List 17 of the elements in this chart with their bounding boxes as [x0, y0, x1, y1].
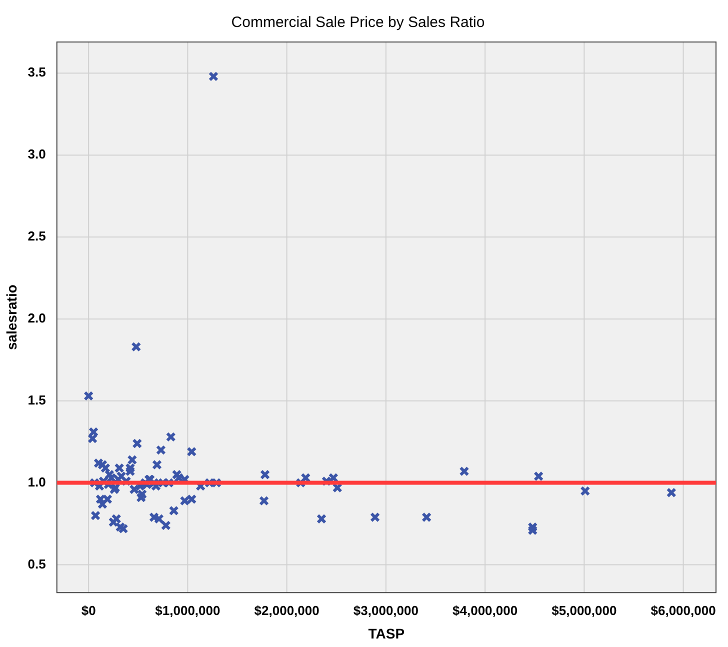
x-tick-label: $1,000,000 [155, 602, 220, 618]
x-axis-title: TASP [368, 625, 405, 642]
y-tick-label: 2.0 [28, 310, 46, 326]
y-tick-label: 2.5 [28, 228, 46, 244]
y-tick-label: 3.0 [28, 146, 46, 162]
x-tick-label: $5,000,000 [552, 602, 617, 618]
x-tick-label: $0 [81, 602, 96, 618]
x-tick-label: $2,000,000 [254, 602, 320, 618]
x-tick-label: $3,000,000 [353, 602, 418, 618]
x-tick-label: $4,000,000 [452, 602, 518, 618]
y-tick-label: 1.0 [28, 474, 46, 490]
x-tick-label: $6,000,000 [650, 602, 716, 618]
y-axis-title: salesratio [3, 284, 20, 350]
y-tick-label: 3.5 [28, 64, 46, 80]
y-tick-label: 1.5 [28, 392, 46, 408]
chart-title: Commercial Sale Price by Sales Ratio [231, 14, 485, 32]
y-tick-label: 0.5 [28, 556, 46, 572]
